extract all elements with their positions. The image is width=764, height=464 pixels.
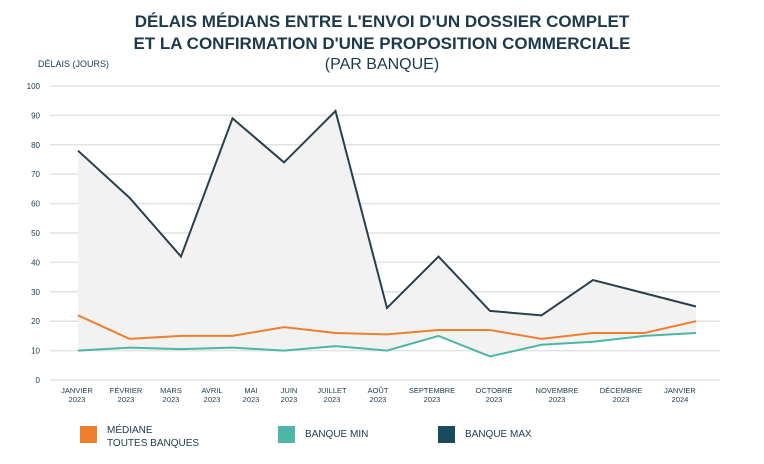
- chart-title-line2: ET LA CONFIRMATION D'UNE PROPOSITION COM…: [133, 34, 631, 53]
- legend-label-min: BANQUE MIN: [305, 429, 369, 440]
- chart-subtitle: (PAR BANQUE): [324, 56, 440, 73]
- x-tick-label: AVRIL: [201, 386, 222, 395]
- x-tick-label: 2024: [672, 395, 689, 404]
- x-tick-label: MARS: [160, 386, 182, 395]
- x-tick-label: 2023: [204, 395, 221, 404]
- y-tick-50: 50: [31, 229, 40, 238]
- y-tick-0: 0: [36, 376, 41, 385]
- x-tick-label: 2023: [370, 395, 387, 404]
- x-tick-label: NOVEMBRE: [536, 386, 579, 395]
- x-tick-label: 2023: [324, 395, 341, 404]
- x-tick-label: MAI: [244, 386, 257, 395]
- x-tick-label: JANVIER: [61, 386, 93, 395]
- x-tick-label: 2023: [163, 395, 180, 404]
- x-tick-label: 2023: [613, 395, 630, 404]
- y-tick-70: 70: [31, 170, 40, 179]
- legend-swatch-median: [80, 426, 97, 443]
- x-tick-label: 2023: [549, 395, 566, 404]
- x-tick-label: 2023: [281, 395, 298, 404]
- legend-item-max: BANQUE MAX: [438, 426, 532, 443]
- y-tick-60: 60: [31, 200, 40, 209]
- x-tick-label: JUILLET: [317, 386, 347, 395]
- chart-title-line1: DÉLAIS MÉDIANS ENTRE L'ENVOI D'UN DOSSIE…: [134, 12, 630, 31]
- x-tick-label: AOÛT: [368, 386, 389, 395]
- x-tick-label: SEPTEMBRE: [409, 386, 455, 395]
- plot-area: 0102030405060708090100JANVIER2023FÉVRIER…: [27, 82, 720, 404]
- x-tick-label: JANVIER: [664, 386, 696, 395]
- y-tick-80: 80: [31, 141, 40, 150]
- x-tick-label: 2023: [118, 395, 135, 404]
- y-tick-40: 40: [31, 258, 40, 267]
- legend-label-median-1: MÉDIANE: [107, 425, 153, 436]
- legend-item-min: BANQUE MIN: [278, 426, 368, 443]
- y-tick-90: 90: [31, 111, 40, 120]
- y-axis-label: DÉLAIS (JOURS): [38, 59, 110, 69]
- y-tick-100: 100: [27, 82, 41, 91]
- legend-swatch-max: [438, 426, 455, 443]
- x-tick-label: JUIN: [281, 386, 298, 395]
- y-tick-30: 30: [31, 288, 40, 297]
- x-tick-label: 2023: [243, 395, 260, 404]
- range-band: [78, 110, 696, 357]
- x-tick-label: OCTOBRE: [476, 386, 513, 395]
- x-tick-label: 2023: [424, 395, 441, 404]
- legend-item-median: MÉDIANE TOUTES BANQUES: [80, 425, 200, 450]
- x-tick-label: 2023: [486, 395, 503, 404]
- x-tick-label: 2023: [69, 395, 86, 404]
- x-tick-label: DÉCEMBRE: [600, 386, 643, 395]
- y-tick-20: 20: [31, 317, 40, 326]
- legend-label-max: BANQUE MAX: [465, 429, 532, 440]
- legend-swatch-min: [278, 426, 295, 443]
- legend-label-median-2: TOUTES BANQUES: [107, 438, 200, 449]
- y-tick-10: 10: [31, 347, 40, 356]
- x-tick-label: FÉVRIER: [110, 386, 143, 395]
